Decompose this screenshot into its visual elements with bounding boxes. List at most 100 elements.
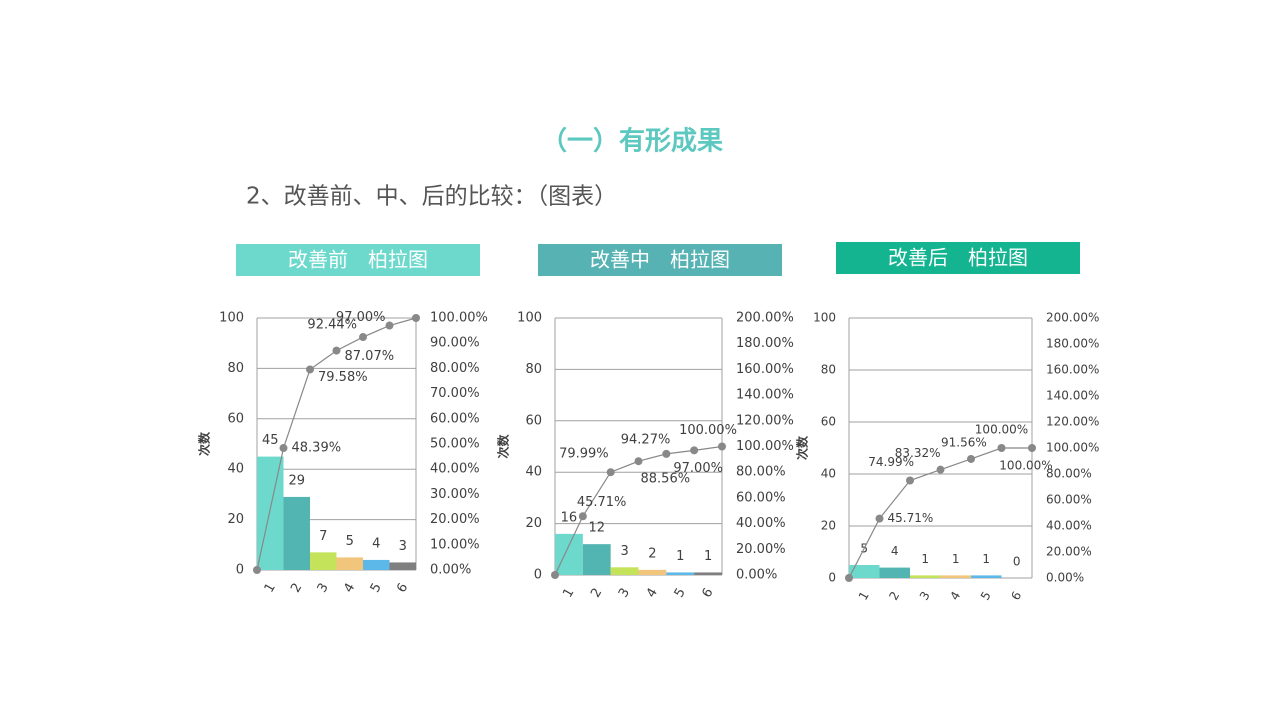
x-tick-label: 2 <box>288 581 305 596</box>
y-axis-label: 次数 <box>197 431 212 456</box>
y-tick-label: 60 <box>525 413 542 428</box>
y-tick-label: 100 <box>813 311 836 325</box>
x-tick-label: 4 <box>947 589 963 603</box>
bar <box>555 533 583 575</box>
y2-tick-label: 0.00% <box>1046 571 1084 585</box>
x-tick-label: 5 <box>368 581 385 596</box>
y2-tick-label: 180.00% <box>1046 337 1099 351</box>
y2-tick-label: 90.00% <box>430 336 480 351</box>
line-value-label: 97.00% <box>336 310 386 325</box>
y-tick-label: 0 <box>828 571 836 585</box>
bar-value-label: 29 <box>288 473 305 488</box>
y2-tick-label: 100.00% <box>736 439 794 454</box>
bar-value-label: 4 <box>372 536 380 551</box>
y2-tick-label: 40.00% <box>736 516 786 531</box>
bar <box>363 559 390 570</box>
bar-value-label: 2 <box>648 546 656 561</box>
x-tick-label: 1 <box>262 581 279 596</box>
y-tick-label: 40 <box>227 462 244 477</box>
y2-tick-label: 0.00% <box>736 568 777 583</box>
line-marker <box>662 449 671 458</box>
line-value-label: 100.00% <box>975 423 1028 437</box>
y2-tick-label: 50.00% <box>430 437 480 452</box>
line-marker <box>279 444 288 453</box>
subtitle: 2、改善前、中、后的比较：（图表） <box>246 184 617 210</box>
bar <box>638 569 667 575</box>
line-value-label: 94.27% <box>621 432 671 447</box>
y-tick-label: 80 <box>227 361 244 376</box>
bar-value-label: 3 <box>620 544 628 559</box>
y-tick-label: 20 <box>525 516 542 531</box>
bar <box>310 552 337 570</box>
x-tick-label: 3 <box>315 581 332 596</box>
line-marker <box>359 333 367 342</box>
y2-tick-label: 30.00% <box>430 487 480 502</box>
line-marker <box>690 446 699 455</box>
y-tick-label: 40 <box>821 467 836 481</box>
line-value-label: 83.32% <box>895 446 941 460</box>
y-tick-label: 20 <box>821 519 836 533</box>
y2-tick-label: 80.00% <box>1046 467 1092 481</box>
bar <box>910 575 941 578</box>
y2-tick-label: 20.00% <box>1046 545 1092 559</box>
bar <box>849 565 880 578</box>
x-tick-label: 1 <box>560 586 577 601</box>
y2-tick-label: 160.00% <box>736 362 794 377</box>
y-tick-label: 20 <box>227 512 244 527</box>
bar <box>666 572 695 575</box>
bar-value-label: 1 <box>704 549 712 564</box>
bar-value-label: 1 <box>982 552 990 566</box>
bar-value-label: 3 <box>399 539 407 554</box>
y-axis-label: 次数 <box>795 435 810 460</box>
y2-tick-label: 60.00% <box>1046 493 1092 507</box>
line-marker <box>997 444 1006 452</box>
line-marker <box>936 465 945 474</box>
bar <box>940 575 971 578</box>
x-tick-label: 1 <box>856 589 872 603</box>
line-marker <box>906 476 914 485</box>
x-tick-label: 3 <box>917 589 933 603</box>
chart-title: 改善前 柏拉图 <box>288 248 428 272</box>
bar <box>879 567 910 578</box>
line-value-label: 100.00% <box>679 423 737 438</box>
y2-tick-label: 60.00% <box>736 490 786 505</box>
x-tick-label: 2 <box>588 586 605 601</box>
bar <box>694 572 722 575</box>
y-tick-label: 100 <box>517 311 542 326</box>
y2-tick-label: 180.00% <box>736 336 794 351</box>
x-tick-label: 4 <box>341 581 358 596</box>
banner <box>538 244 782 276</box>
line-value-label: 87.07% <box>345 349 395 364</box>
line-value-label: 97.00% <box>673 461 723 476</box>
line-marker <box>412 314 420 322</box>
bar-value-label: 16 <box>561 510 578 525</box>
y-tick-label: 80 <box>821 363 836 377</box>
y-axis-label: 次数 <box>496 434 511 459</box>
line-value-label: 79.99% <box>559 447 609 462</box>
line-marker <box>306 365 314 374</box>
bar <box>283 496 310 570</box>
line-marker <box>578 512 587 521</box>
y2-tick-label: 200.00% <box>736 311 794 326</box>
bar <box>582 544 611 575</box>
line-marker <box>718 442 726 451</box>
x-tick-label: 6 <box>700 586 717 601</box>
y2-tick-label: 80.00% <box>736 465 786 480</box>
y-tick-label: 100 <box>219 311 244 326</box>
line-value-label: 100.00% <box>999 459 1052 473</box>
y2-tick-label: 40.00% <box>1046 519 1092 533</box>
y2-tick-label: 120.00% <box>736 413 794 428</box>
y2-tick-label: 0.00% <box>430 563 471 578</box>
line-marker <box>332 346 341 355</box>
line-marker <box>1028 444 1036 452</box>
y2-tick-label: 70.00% <box>430 386 480 401</box>
bar-value-label: 0 <box>1013 555 1021 569</box>
bar <box>389 562 416 570</box>
x-tick-label: 5 <box>978 589 994 603</box>
y2-tick-label: 80.00% <box>430 361 480 376</box>
bar <box>610 567 639 575</box>
y2-tick-label: 140.00% <box>736 388 794 403</box>
bar-value-label: 1 <box>921 552 929 566</box>
bar-value-label: 5 <box>346 534 354 549</box>
